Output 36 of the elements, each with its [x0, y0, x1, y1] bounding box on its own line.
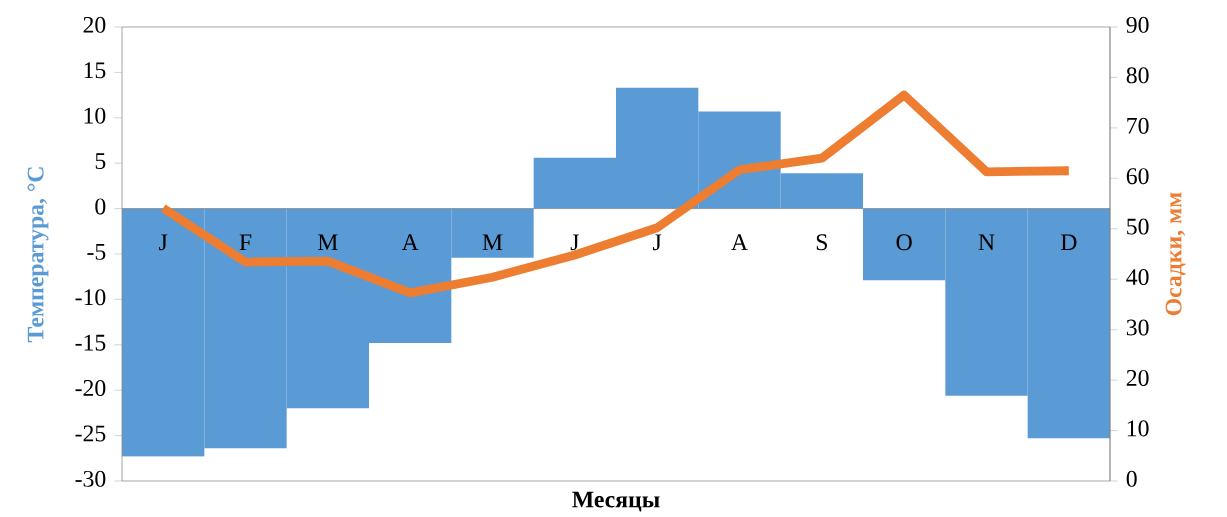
y2-tick-label: 50: [1127, 218, 1149, 235]
x-tick-label: M: [317, 234, 338, 251]
x-axis-title: Месяцы: [572, 491, 660, 512]
y2-tick-label: 20: [1126, 369, 1149, 386]
y2-tick-label: 30: [1126, 319, 1149, 336]
y2-axis-title: Осадки, мм: [1165, 192, 1186, 316]
y-tick-label: -20: [75, 380, 106, 397]
y2-tick-label: 60: [1126, 168, 1149, 185]
y-tick-label: 20: [83, 16, 106, 33]
y2-tick-label: 80: [1126, 67, 1149, 84]
y-tick-label: 5: [95, 153, 106, 170]
x-tick-label: N: [978, 234, 995, 251]
y-tick-label: -25: [75, 425, 106, 442]
y-axis-title: Температура, °C: [27, 167, 49, 343]
x-tick-label: A: [731, 234, 748, 251]
x-tick-label: M: [482, 234, 503, 251]
y-tick-label: -15: [75, 334, 106, 351]
x-tick-label: O: [896, 234, 912, 251]
x-tick-label: F: [239, 234, 252, 251]
y2-tick-label: 40: [1126, 269, 1149, 286]
x-tick-label: J: [653, 234, 662, 251]
x-tick-label: J: [159, 234, 168, 251]
x-tick-label: A: [401, 234, 419, 251]
y-tick-label: -30: [75, 470, 106, 487]
y-tick-label: 0: [95, 198, 106, 215]
x-tick-label: J: [570, 234, 579, 251]
y-tick-label: -10: [75, 289, 106, 306]
y-tick-label: 10: [84, 107, 106, 124]
y-tick-label: 15: [84, 62, 106, 79]
y-tick-label: -5: [87, 244, 106, 260]
y2-tick-label: 90: [1126, 16, 1149, 33]
x-tick-label: D: [1060, 234, 1077, 251]
y2-tick-label: 70: [1127, 117, 1149, 134]
x-tick-label: S: [816, 234, 827, 251]
y2-tick-label: 10: [1127, 420, 1149, 437]
y2-tick-label: 0: [1126, 470, 1137, 487]
